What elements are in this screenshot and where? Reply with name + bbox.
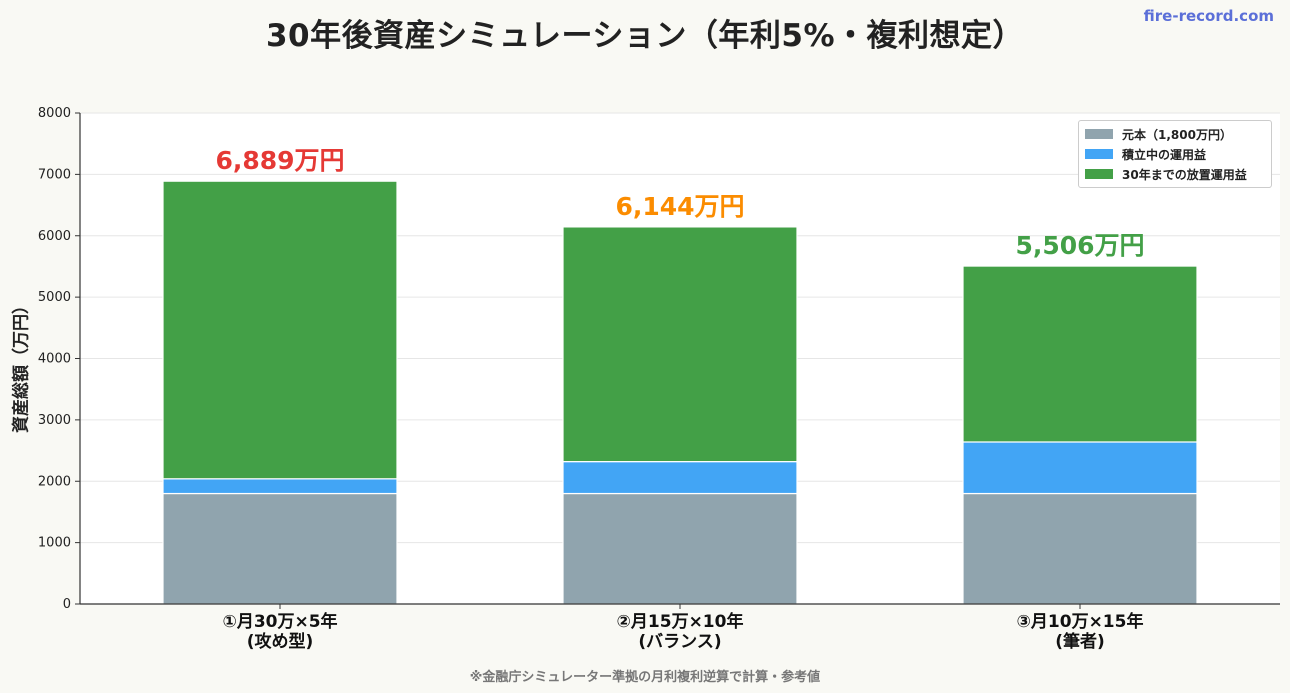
- axes: 0 1000 2000 3000 4000 5000 6000 7000 8000: [38, 106, 1280, 612]
- bar-holding-gain: [562, 226, 798, 463]
- footnote: ※金融庁シミュレーター準拠の月利複利逆算で計算・参考値: [469, 670, 821, 685]
- bar-principal: [962, 492, 1198, 605]
- y-tick-label: 6000: [38, 229, 71, 244]
- legend-label: 積立中の運用益: [1122, 147, 1207, 162]
- y-tick-label: 3000: [38, 413, 71, 428]
- x-tick-label: ②月15万×10年 (バランス): [550, 612, 810, 652]
- legend-item-holding-gain: 30年までの放置運用益: [1079, 164, 1271, 184]
- y-tick-label: 0: [63, 597, 71, 612]
- x-tick-label-line: (バランス): [638, 632, 722, 652]
- legend-swatch: [1085, 149, 1113, 159]
- bar-holding-gain: [162, 180, 398, 480]
- total-labels: 6,889万円 6,144万円 5,506万円: [215, 146, 1144, 260]
- legend-item-principal: 元本（1,800万円）: [1079, 124, 1271, 144]
- x-tick-label-line: ③月10万×15年: [1016, 612, 1144, 632]
- legend-label: 30年までの放置運用益: [1122, 167, 1247, 182]
- bar-accumulation-gain: [962, 441, 1198, 495]
- chart-title: 30年後資産シミュレーション（年利5%・複利想定）: [265, 18, 1025, 54]
- legend-item-accumulation-gain: 積立中の運用益: [1079, 144, 1271, 164]
- x-tick-label-line: ①月30万×5年: [222, 612, 338, 632]
- y-tick-label: 2000: [38, 474, 71, 489]
- y-tick-label: 4000: [38, 352, 71, 367]
- x-tick-label-line: (筆者): [1055, 632, 1105, 652]
- bar-accumulation-gain: [562, 461, 798, 495]
- total-label: 6,144万円: [615, 192, 744, 221]
- total-label: 6,889万円: [215, 146, 344, 175]
- y-tick-label: 8000: [38, 106, 71, 121]
- bar-accumulation-gain: [162, 478, 398, 495]
- bar-holding-gain: [962, 265, 1198, 443]
- legend-swatch: [1085, 129, 1113, 139]
- y-tick-label: 7000: [38, 167, 71, 182]
- legend: 元本（1,800万円） 積立中の運用益 30年までの放置運用益: [1078, 120, 1272, 188]
- y-tick-label: 5000: [38, 290, 71, 305]
- legend-swatch: [1085, 169, 1113, 179]
- x-tick-label: ③月10万×15年 (筆者): [950, 612, 1210, 652]
- x-tick-label: ①月30万×5年 (攻め型): [150, 612, 410, 652]
- y-tick-label: 1000: [38, 536, 71, 551]
- x-tick-label-line: ②月15万×10年: [616, 612, 744, 632]
- legend-label: 元本（1,800万円）: [1122, 127, 1232, 142]
- bar-principal: [562, 492, 798, 605]
- bars: [162, 180, 1198, 605]
- bar-principal: [162, 492, 398, 605]
- total-label: 5,506万円: [1015, 231, 1144, 260]
- site-brand-link[interactable]: fire-record.com: [1143, 7, 1274, 25]
- x-tick-label-line: (攻め型): [246, 632, 314, 652]
